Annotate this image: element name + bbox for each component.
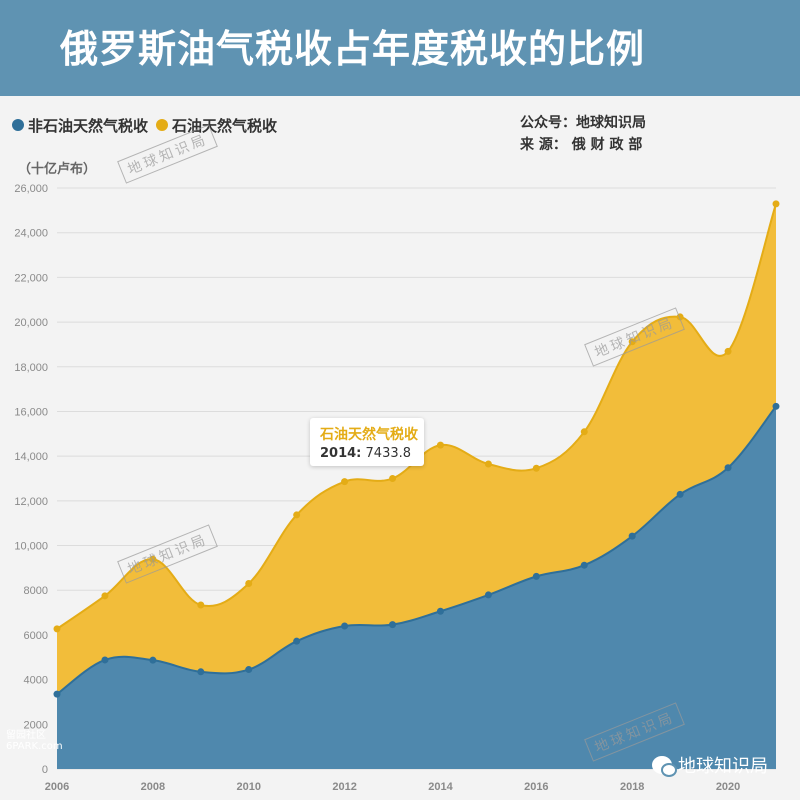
point-non-oil-gas (580, 561, 588, 569)
point-non-oil-gas (436, 607, 444, 615)
point-oil-gas (389, 475, 397, 482)
y-tick-label: 12,000 (14, 496, 48, 508)
area-non-oil-gas (57, 406, 776, 769)
y-tick-label: 4000 (24, 675, 48, 687)
point-non-oil-gas (245, 666, 253, 674)
area-layers (57, 203, 776, 769)
tooltip: 石油天然气税收 2014: 7433.8 (310, 418, 424, 466)
point-non-oil-gas (772, 402, 780, 410)
point-oil-gas (245, 580, 253, 588)
x-tick-label: 2018 (620, 781, 644, 793)
header-banner: 俄罗斯油气税收占年度税收的比例 (0, 0, 800, 96)
y-tick-label: 8000 (24, 585, 48, 597)
x-tick-label: 2014 (428, 781, 453, 793)
y-tick-label: 18,000 (14, 362, 48, 374)
legend-label-non-oil-gas: 非石油天然气税收 (28, 116, 149, 135)
tooltip-value-row: 2014: 7433.8 (320, 446, 411, 461)
x-tick-label: 2016 (524, 781, 548, 793)
point-oil-gas (676, 313, 684, 321)
legend-marker-non-oil-gas (12, 119, 24, 131)
point-non-oil-gas (484, 591, 492, 599)
line-non-oil-gas (56, 405, 777, 695)
point-non-oil-gas (149, 656, 157, 664)
legend-item-non-oil-gas[interactable]: 非石油天然气税收 (12, 115, 148, 136)
point-non-oil-gas (389, 621, 397, 629)
y-tick-label: 14,000 (14, 451, 48, 463)
point-oil-gas (772, 200, 780, 208)
y-tick-labels: 0 2000 4000 6000 8000 10,000 12,000 14,000 16,00… (14, 183, 48, 776)
point-non-oil-gas (532, 572, 540, 580)
point-oil-gas (149, 555, 157, 563)
brand-mark: 地球知识局 (652, 752, 768, 778)
source-origin: 来 源： 俄 财 政 部 (520, 137, 643, 153)
x-tick-label: 2010 (236, 781, 260, 793)
point-oil-gas (341, 478, 349, 486)
point-oil-gas (628, 338, 636, 346)
tooltip-year: 2014: (320, 446, 362, 461)
tooltip-value: 7433.8 (365, 446, 412, 461)
point-oil-gas (53, 625, 61, 633)
point-non-oil-gas (628, 532, 636, 540)
point-oil-gas (724, 347, 732, 355)
y-tick-label: 24,000 (14, 228, 48, 240)
brand-name: 地球知识局 (678, 756, 768, 777)
point-oil-gas (293, 511, 301, 519)
point-non-oil-gas (101, 656, 109, 664)
x-tick-labels: 2006 2008 2010 2012 2014 2016 2018 2020 (45, 781, 741, 793)
point-non-oil-gas (676, 490, 684, 498)
x-tick-label: 2020 (716, 781, 740, 793)
corner-watermark: 留园社区 6PARK.com (6, 730, 63, 752)
y-tick-label: 6000 (24, 630, 48, 642)
y-tick-label: 2000 (24, 719, 48, 731)
legend-item-oil-gas[interactable]: 石油天然气税收 (156, 115, 277, 136)
chart-legend: 非石油天然气税收 石油天然气税收 (12, 112, 285, 138)
x-tick-label: 2006 (45, 781, 69, 793)
point-non-oil-gas (293, 637, 301, 645)
corner-watermark-text: 留园社区 (6, 730, 46, 741)
y-axis-unit: （十亿卢布） (18, 162, 97, 177)
point-non-oil-gas (197, 668, 205, 676)
source-account: 公众号：地球知识局 (520, 115, 646, 131)
tooltip-series: 石油天然气税收 (320, 427, 418, 443)
legend-marker-oil-gas (156, 119, 169, 131)
y-tick-label: 26,000 (14, 183, 48, 195)
point-oil-gas (532, 464, 540, 472)
point-oil-gas (484, 460, 492, 468)
x-tick-label: 2008 (141, 781, 165, 793)
y-tick-label: 16,000 (14, 406, 48, 418)
point-oil-gas (580, 428, 588, 436)
x-tick-label: 2012 (332, 781, 356, 793)
data-points (53, 200, 780, 698)
point-non-oil-gas (341, 622, 349, 630)
y-tick-label: 10,000 (14, 541, 48, 553)
legend-label-oil-gas: 石油天然气税收 (172, 116, 278, 135)
y-tick-label: 22,000 (14, 272, 48, 284)
point-oil-gas (436, 441, 444, 449)
point-oil-gas (101, 592, 109, 600)
source-block: 公众号：地球知识局 来 源： 俄 财 政 部 (520, 112, 646, 156)
corner-watermark-sub: 6PARK.com (6, 741, 63, 752)
point-non-oil-gas (53, 690, 61, 698)
wechat-icon (652, 756, 677, 777)
page-title: 俄罗斯油气税收占年度税收的比例 (60, 27, 646, 71)
y-tick-label: 0 (42, 764, 48, 776)
point-non-oil-gas (724, 464, 732, 472)
y-tick-label: 20,000 (14, 317, 48, 329)
point-oil-gas (197, 601, 205, 609)
